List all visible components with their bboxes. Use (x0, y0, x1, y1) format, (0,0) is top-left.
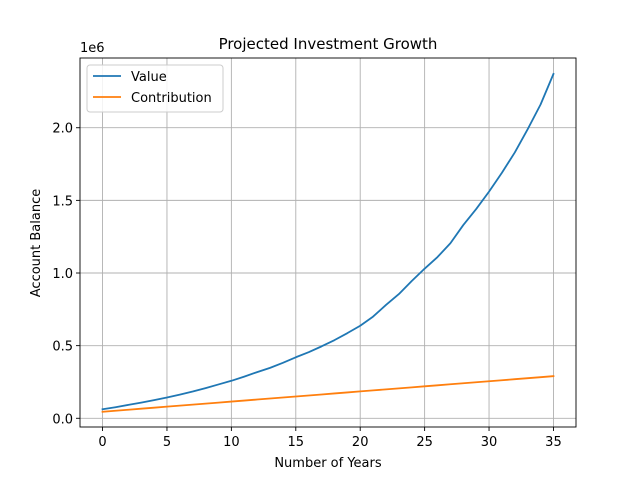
x-tick-label: 10 (223, 435, 240, 450)
y-tick-label: 1.0 (52, 267, 73, 282)
series-line-contribution (101, 375, 555, 413)
y-scale-label: 1e6 (80, 41, 105, 56)
legend: Value Contribution (86, 64, 224, 113)
plot-frame (79, 57, 577, 428)
series-lines (101, 72, 555, 413)
legend-entry: Value (131, 70, 167, 85)
x-axis-label: Number of Years (274, 456, 382, 471)
grid (80, 58, 576, 427)
x-tick-label: 30 (481, 435, 498, 450)
x-tick-label: 25 (416, 435, 433, 450)
legend-entry: Contribution (131, 91, 212, 106)
x-tick-label: 20 (352, 435, 369, 450)
y-axis-label: Account Balance (29, 189, 44, 297)
chart-title: Projected Investment Growth (219, 35, 438, 53)
y-axis-ticks: 0.0 0.5 1.0 1.5 2.0 (52, 122, 80, 427)
x-axis-ticks: 0 5 10 15 20 25 30 35 (98, 427, 562, 450)
x-tick-label: 15 (288, 435, 305, 450)
y-tick-label: 2.0 (52, 122, 73, 137)
y-tick-label: 0.0 (52, 412, 73, 427)
y-tick-label: 0.5 (52, 340, 73, 355)
x-tick-label: 0 (98, 435, 106, 450)
series-line-value (101, 72, 555, 411)
y-tick-label: 1.5 (52, 194, 73, 209)
x-tick-label: 5 (163, 435, 171, 450)
x-tick-label: 35 (545, 435, 562, 450)
